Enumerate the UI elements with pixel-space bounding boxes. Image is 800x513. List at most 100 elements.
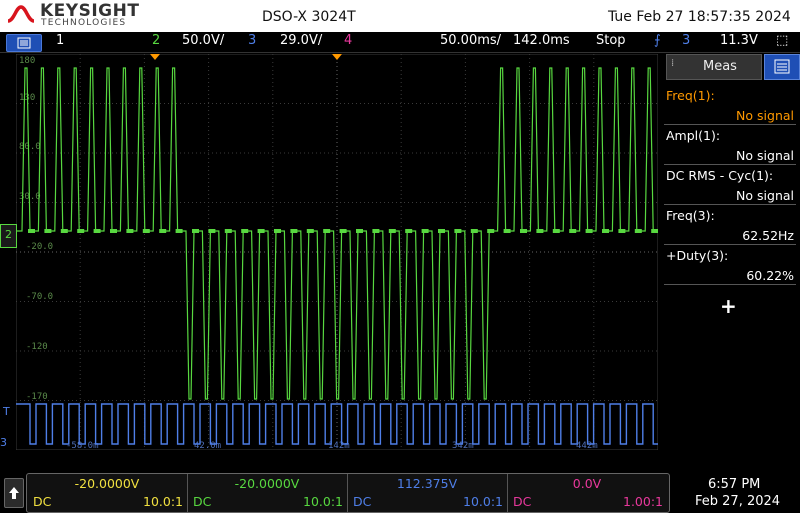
baseline-dash (208, 229, 216, 233)
menu-icon (774, 59, 790, 74)
brand-sub: TECHNOLOGIES (41, 18, 127, 28)
baseline-dash (339, 229, 347, 233)
time-label: 42.0m (194, 441, 221, 450)
brand-name: KEYSIGHT (40, 1, 140, 21)
baseline-dash (405, 229, 413, 233)
baseline-dash (192, 229, 199, 233)
timebase-scale[interactable]: 50.00ms/ (440, 33, 502, 48)
grid-label: 180 (19, 56, 35, 66)
grid-label: -70.0 (26, 292, 53, 302)
time-label: -58.0m (66, 441, 99, 450)
baseline-dash (585, 229, 593, 233)
meas-label: Freq(3): (666, 208, 715, 223)
baseline-dash (274, 229, 281, 233)
baseline-dash (503, 229, 511, 233)
ch4-probe: 1.00:1 (623, 494, 663, 509)
delay-marker (332, 54, 342, 60)
ch3-scale[interactable]: 29.0V/ (280, 33, 323, 48)
channel-info-area: -20.0000V DC 10.0:1 -20.0000V DC 10.0:1 … (26, 473, 670, 513)
divider (664, 284, 796, 285)
trigger-level-marker[interactable]: T (3, 405, 10, 418)
baseline-dash (306, 229, 314, 233)
meas-menu-button[interactable] (764, 54, 800, 80)
meas-tab[interactable]: ⁞ Meas (666, 54, 762, 80)
ch3-probe: 10.0:1 (463, 494, 503, 509)
baseline-dash (93, 229, 101, 233)
menu-icon (17, 37, 31, 49)
trigger-source[interactable]: 3 (682, 33, 691, 48)
run-state[interactable]: Stop (596, 33, 626, 48)
baseline-dash (60, 229, 68, 233)
ch3-coupling: DC (353, 494, 372, 509)
divider (664, 164, 796, 165)
meas-value: No signal (736, 188, 794, 203)
trigger-level[interactable]: 11.3V (720, 33, 758, 48)
ch3-waveform (16, 403, 658, 445)
trigger-edge-icon[interactable]: ⨍ (654, 33, 661, 48)
baseline-dash (618, 229, 626, 233)
grid-label: -170 (26, 392, 48, 402)
ch3-info[interactable]: 112.375V DC 10.0:1 (347, 474, 508, 512)
ch2-number[interactable]: 2 (152, 33, 161, 48)
time-delay[interactable]: 142.0ms (513, 33, 570, 48)
ch2-baseline-dashes (28, 229, 658, 233)
ch2-info[interactable]: -20.0000V DC 10.0:1 (187, 474, 348, 512)
ch2-probe: 10.0:1 (303, 494, 343, 509)
baseline-dash (77, 229, 85, 233)
clock-time: 6:57 PM (708, 477, 761, 492)
screen-capture-icon[interactable]: ⬚ (776, 33, 789, 48)
baseline-dash (44, 229, 52, 233)
meas-value: No signal (736, 108, 794, 123)
baseline-dash (634, 229, 642, 233)
ch2-ground-marker[interactable]: 2 (0, 224, 17, 248)
baseline-dash (520, 229, 527, 233)
ch4-info[interactable]: 0.0V DC 1.00:1 (507, 474, 667, 512)
ch2-waveform (16, 67, 658, 400)
tab-grip-icon: ⁞ (671, 58, 675, 69)
ch1-number[interactable]: 1 (56, 33, 65, 48)
ch2-scale[interactable]: 50.0V/ (182, 33, 225, 48)
header-bar: KEYSIGHT TECHNOLOGIES DSO-X 3024T Tue Fe… (0, 0, 800, 32)
measurement-panel: ⁞ Meas Freq(1): No signal Ampl(1): No si… (662, 54, 800, 450)
ch1-offset: -20.0000V (74, 476, 140, 491)
home-button[interactable] (4, 478, 24, 508)
baseline-dash (372, 229, 380, 233)
ch2-offset: -20.0000V (234, 476, 300, 491)
grid-label: -120 (26, 342, 48, 352)
divider (664, 124, 796, 125)
baseline-dash (28, 229, 35, 233)
baseline-dash (175, 229, 183, 233)
baseline-dash (438, 229, 445, 233)
baseline-dash (356, 229, 363, 233)
time-labels: -58.0m 42.0m 142m 342m 442m (66, 441, 598, 450)
main-menu-button[interactable] (6, 34, 42, 52)
baseline-dash (487, 229, 495, 233)
ch1-coupling: DC (33, 494, 52, 509)
clock-date: Feb 27, 2024 (695, 494, 781, 509)
baseline-dash (421, 229, 429, 233)
baseline-dash (552, 229, 560, 233)
meas-label: Freq(1): (666, 88, 715, 103)
add-measurement-button[interactable]: + (720, 294, 737, 318)
baseline-dash (536, 229, 544, 233)
baseline-dash (159, 229, 167, 233)
ch3-offset: 112.375V (396, 476, 458, 491)
ch3-number[interactable]: 3 (248, 33, 257, 48)
baseline-dash (241, 229, 249, 233)
ch4-number[interactable]: 4 (344, 33, 353, 48)
ch1-info[interactable]: -20.0000V DC 10.0:1 (27, 474, 188, 512)
ch2-coupling: DC (193, 494, 212, 509)
baseline-dash (126, 229, 134, 233)
baseline-dash (290, 229, 298, 233)
meas-value: 62.52Hz (742, 228, 794, 243)
header-datetime: Tue Feb 27 18:57:35 2024 (608, 9, 791, 25)
baseline-dash (142, 229, 150, 233)
waveform-display[interactable]: 180 130 80.0 30.0 -20.0 -70.0 -120 -170 … (16, 54, 658, 450)
divider (664, 244, 796, 245)
baseline-dash (224, 229, 232, 233)
meas-label: Ampl(1): (666, 128, 721, 143)
baseline-dash (454, 229, 462, 233)
grid-label: 80.0 (19, 142, 41, 152)
ch3-ground-marker[interactable]: 3 (0, 436, 7, 449)
time-label: 342m (452, 441, 474, 450)
